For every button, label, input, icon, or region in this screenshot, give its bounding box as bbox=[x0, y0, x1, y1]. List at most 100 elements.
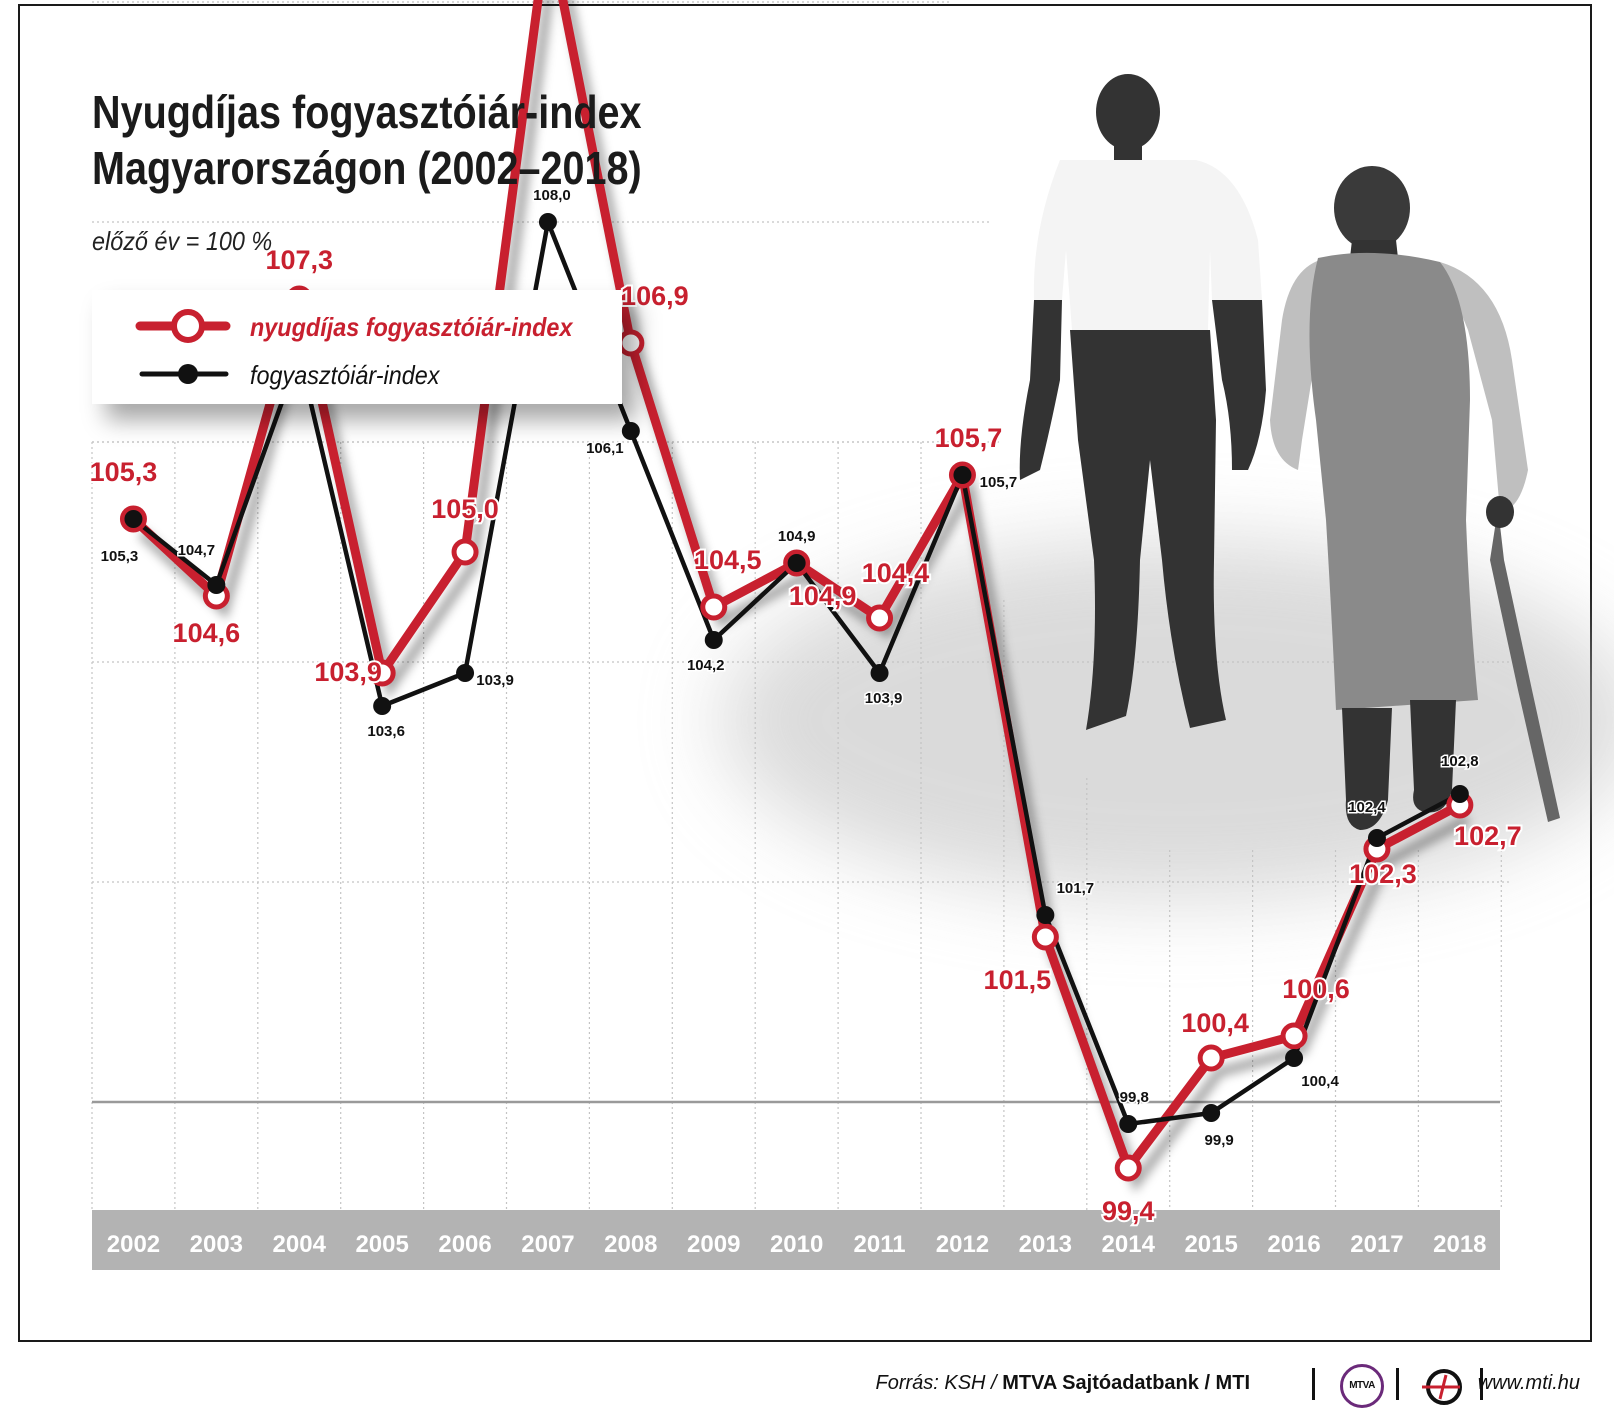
website-link[interactable]: www.mti.hu bbox=[1477, 1372, 1580, 1394]
data-label-pension: 104,4 bbox=[862, 558, 930, 588]
point-cpi bbox=[870, 664, 889, 682]
title-line-2: Magyarországon (2002–2018) bbox=[92, 142, 642, 194]
x-axis-band bbox=[92, 1210, 1500, 1270]
data-label-cpi: 104,9 bbox=[778, 528, 816, 545]
x-tick-label: 2015 bbox=[1184, 1231, 1237, 1258]
data-label-pension: 105,3 bbox=[90, 457, 158, 487]
data-label-cpi: 104,2 bbox=[687, 657, 725, 674]
footer-divider bbox=[1480, 1368, 1483, 1400]
data-label-pension: 105,7 bbox=[935, 423, 1003, 453]
point-cpi bbox=[538, 213, 557, 231]
data-label-pension: 106,9 bbox=[621, 281, 689, 311]
mtva-logo-text: MTVA bbox=[1349, 1380, 1375, 1391]
data-label-cpi: 100,4 bbox=[1301, 1073, 1339, 1090]
elderly-couple-icon bbox=[1019, 74, 1560, 830]
x-tick-label: 2014 bbox=[1102, 1231, 1156, 1258]
point-pension bbox=[866, 604, 894, 632]
point-cpi bbox=[953, 466, 972, 484]
data-label-cpi: 105,7 bbox=[980, 474, 1018, 491]
data-label-pension: 105,0 bbox=[431, 494, 499, 524]
chart-title: Nyugdíjas fogyasztóiár-index Magyarorszá… bbox=[92, 84, 642, 196]
legend-swatch-cpi bbox=[139, 364, 229, 384]
legend: nyugdíjas fogyasztóiár-index fogyasztóiá… bbox=[92, 290, 622, 404]
point-pension bbox=[1197, 1044, 1225, 1072]
x-tick-label: 2008 bbox=[604, 1231, 657, 1258]
chart-subtitle: előző év = 100 % bbox=[92, 226, 273, 256]
data-label-pension: 102,3 bbox=[1349, 859, 1417, 889]
footer: Forrás: KSH / MTVA Sajtóadatbank / MTI w… bbox=[875, 1362, 1580, 1408]
data-label-pension: 99,4 bbox=[1102, 1196, 1155, 1226]
point-cpi bbox=[373, 697, 392, 715]
source-bold: MTVA Sajtóadatbank bbox=[1002, 1372, 1199, 1394]
x-tick-label: 2016 bbox=[1267, 1231, 1320, 1258]
x-tick-label: 2010 bbox=[770, 1231, 823, 1258]
x-tick-label: 2012 bbox=[936, 1231, 989, 1258]
data-label-pension: 100,6 bbox=[1282, 974, 1350, 1004]
x-tick-label: 2007 bbox=[521, 1231, 574, 1258]
source-prefix: Forrás: KSH / bbox=[875, 1372, 1003, 1394]
x-tick-label: 2013 bbox=[1019, 1231, 1072, 1258]
data-label-cpi: 101,7 bbox=[1057, 880, 1095, 897]
legend-item-cpi: fogyasztóiár-index bbox=[92, 354, 622, 394]
data-label-pension: 104,9 bbox=[789, 581, 857, 611]
data-label-cpi: 108,0 bbox=[533, 187, 571, 204]
point-cpi bbox=[787, 554, 806, 572]
data-label-cpi: 104,7 bbox=[178, 542, 216, 559]
data-label-pension: 104,6 bbox=[173, 618, 241, 648]
point-cpi bbox=[1036, 906, 1055, 924]
data-label-cpi: 105,3 bbox=[101, 548, 139, 565]
point-pension bbox=[1031, 923, 1059, 951]
mti-logo-icon bbox=[1422, 1369, 1462, 1405]
grid bbox=[91, 1, 1510, 1210]
x-tick-label: 2006 bbox=[438, 1231, 491, 1258]
data-label-cpi: 103,6 bbox=[367, 723, 405, 740]
point-cpi bbox=[1367, 829, 1386, 847]
point-pension bbox=[617, 329, 645, 357]
point-cpi bbox=[124, 510, 143, 528]
data-label-pension: 104,5 bbox=[694, 545, 762, 575]
data-label-pension: 100,4 bbox=[1181, 1008, 1249, 1038]
point-pension bbox=[1280, 1022, 1308, 1050]
data-label-pension: 103,9 bbox=[314, 657, 382, 687]
data-label-cpi: 102,8 bbox=[1441, 753, 1479, 770]
data-label-cpi: 103,9 bbox=[865, 690, 903, 707]
x-tick-label: 2004 bbox=[273, 1231, 327, 1258]
data-label-cpi: 106,1 bbox=[586, 440, 624, 457]
data-label-cpi: 102,4 bbox=[1348, 799, 1386, 816]
point-cpi bbox=[456, 664, 475, 682]
series-points bbox=[119, 213, 1474, 1182]
point-pension bbox=[451, 538, 479, 566]
x-tick-label: 2002 bbox=[107, 1231, 160, 1258]
legend-label-pension: nyugdíjas fogyasztóiár-index bbox=[250, 312, 573, 342]
legend-swatch-pension bbox=[135, 309, 231, 343]
point-cpi bbox=[1202, 1104, 1221, 1122]
point-cpi bbox=[207, 576, 226, 594]
x-tick-label: 2005 bbox=[355, 1231, 408, 1258]
data-label-cpi: 99,9 bbox=[1205, 1132, 1234, 1149]
x-tick-labels: 2002 2003 2004 2005 2006 2007 2008 2009 2010 2011… bbox=[107, 1231, 1487, 1258]
x-tick-label: 2018 bbox=[1433, 1231, 1486, 1258]
data-labels: 105,3104,6107,3103,9105,0110,7106,9104,5… bbox=[88, 186, 1524, 1229]
x-tick-label: 2011 bbox=[854, 1231, 906, 1258]
x-tick-label: 2009 bbox=[687, 1231, 740, 1258]
x-tick-label: 2017 bbox=[1350, 1231, 1403, 1258]
footer-divider bbox=[1396, 1368, 1399, 1400]
footer-divider bbox=[1312, 1368, 1315, 1400]
point-cpi bbox=[621, 422, 640, 440]
point-pension bbox=[368, 659, 396, 687]
point-pension bbox=[700, 593, 728, 621]
source-credit: Forrás: KSH / MTVA Sajtóadatbank / MTI bbox=[875, 1372, 1250, 1395]
point-cpi bbox=[704, 631, 723, 649]
data-label-pension: 101,5 bbox=[984, 965, 1052, 995]
point-cpi bbox=[1285, 1049, 1304, 1067]
point-cpi bbox=[1119, 1115, 1138, 1133]
source-suffix: / MTI bbox=[1198, 1372, 1250, 1394]
data-label-cpi: 103,9 bbox=[476, 672, 514, 689]
point-cpi bbox=[1450, 785, 1469, 803]
point-pension bbox=[1114, 1154, 1142, 1182]
legend-label-cpi: fogyasztóiár-index bbox=[250, 360, 440, 390]
x-tick-label: 2003 bbox=[190, 1231, 243, 1258]
data-label-cpi: 99,8 bbox=[1120, 1089, 1149, 1106]
data-label-pension: 107,3 bbox=[265, 245, 333, 275]
